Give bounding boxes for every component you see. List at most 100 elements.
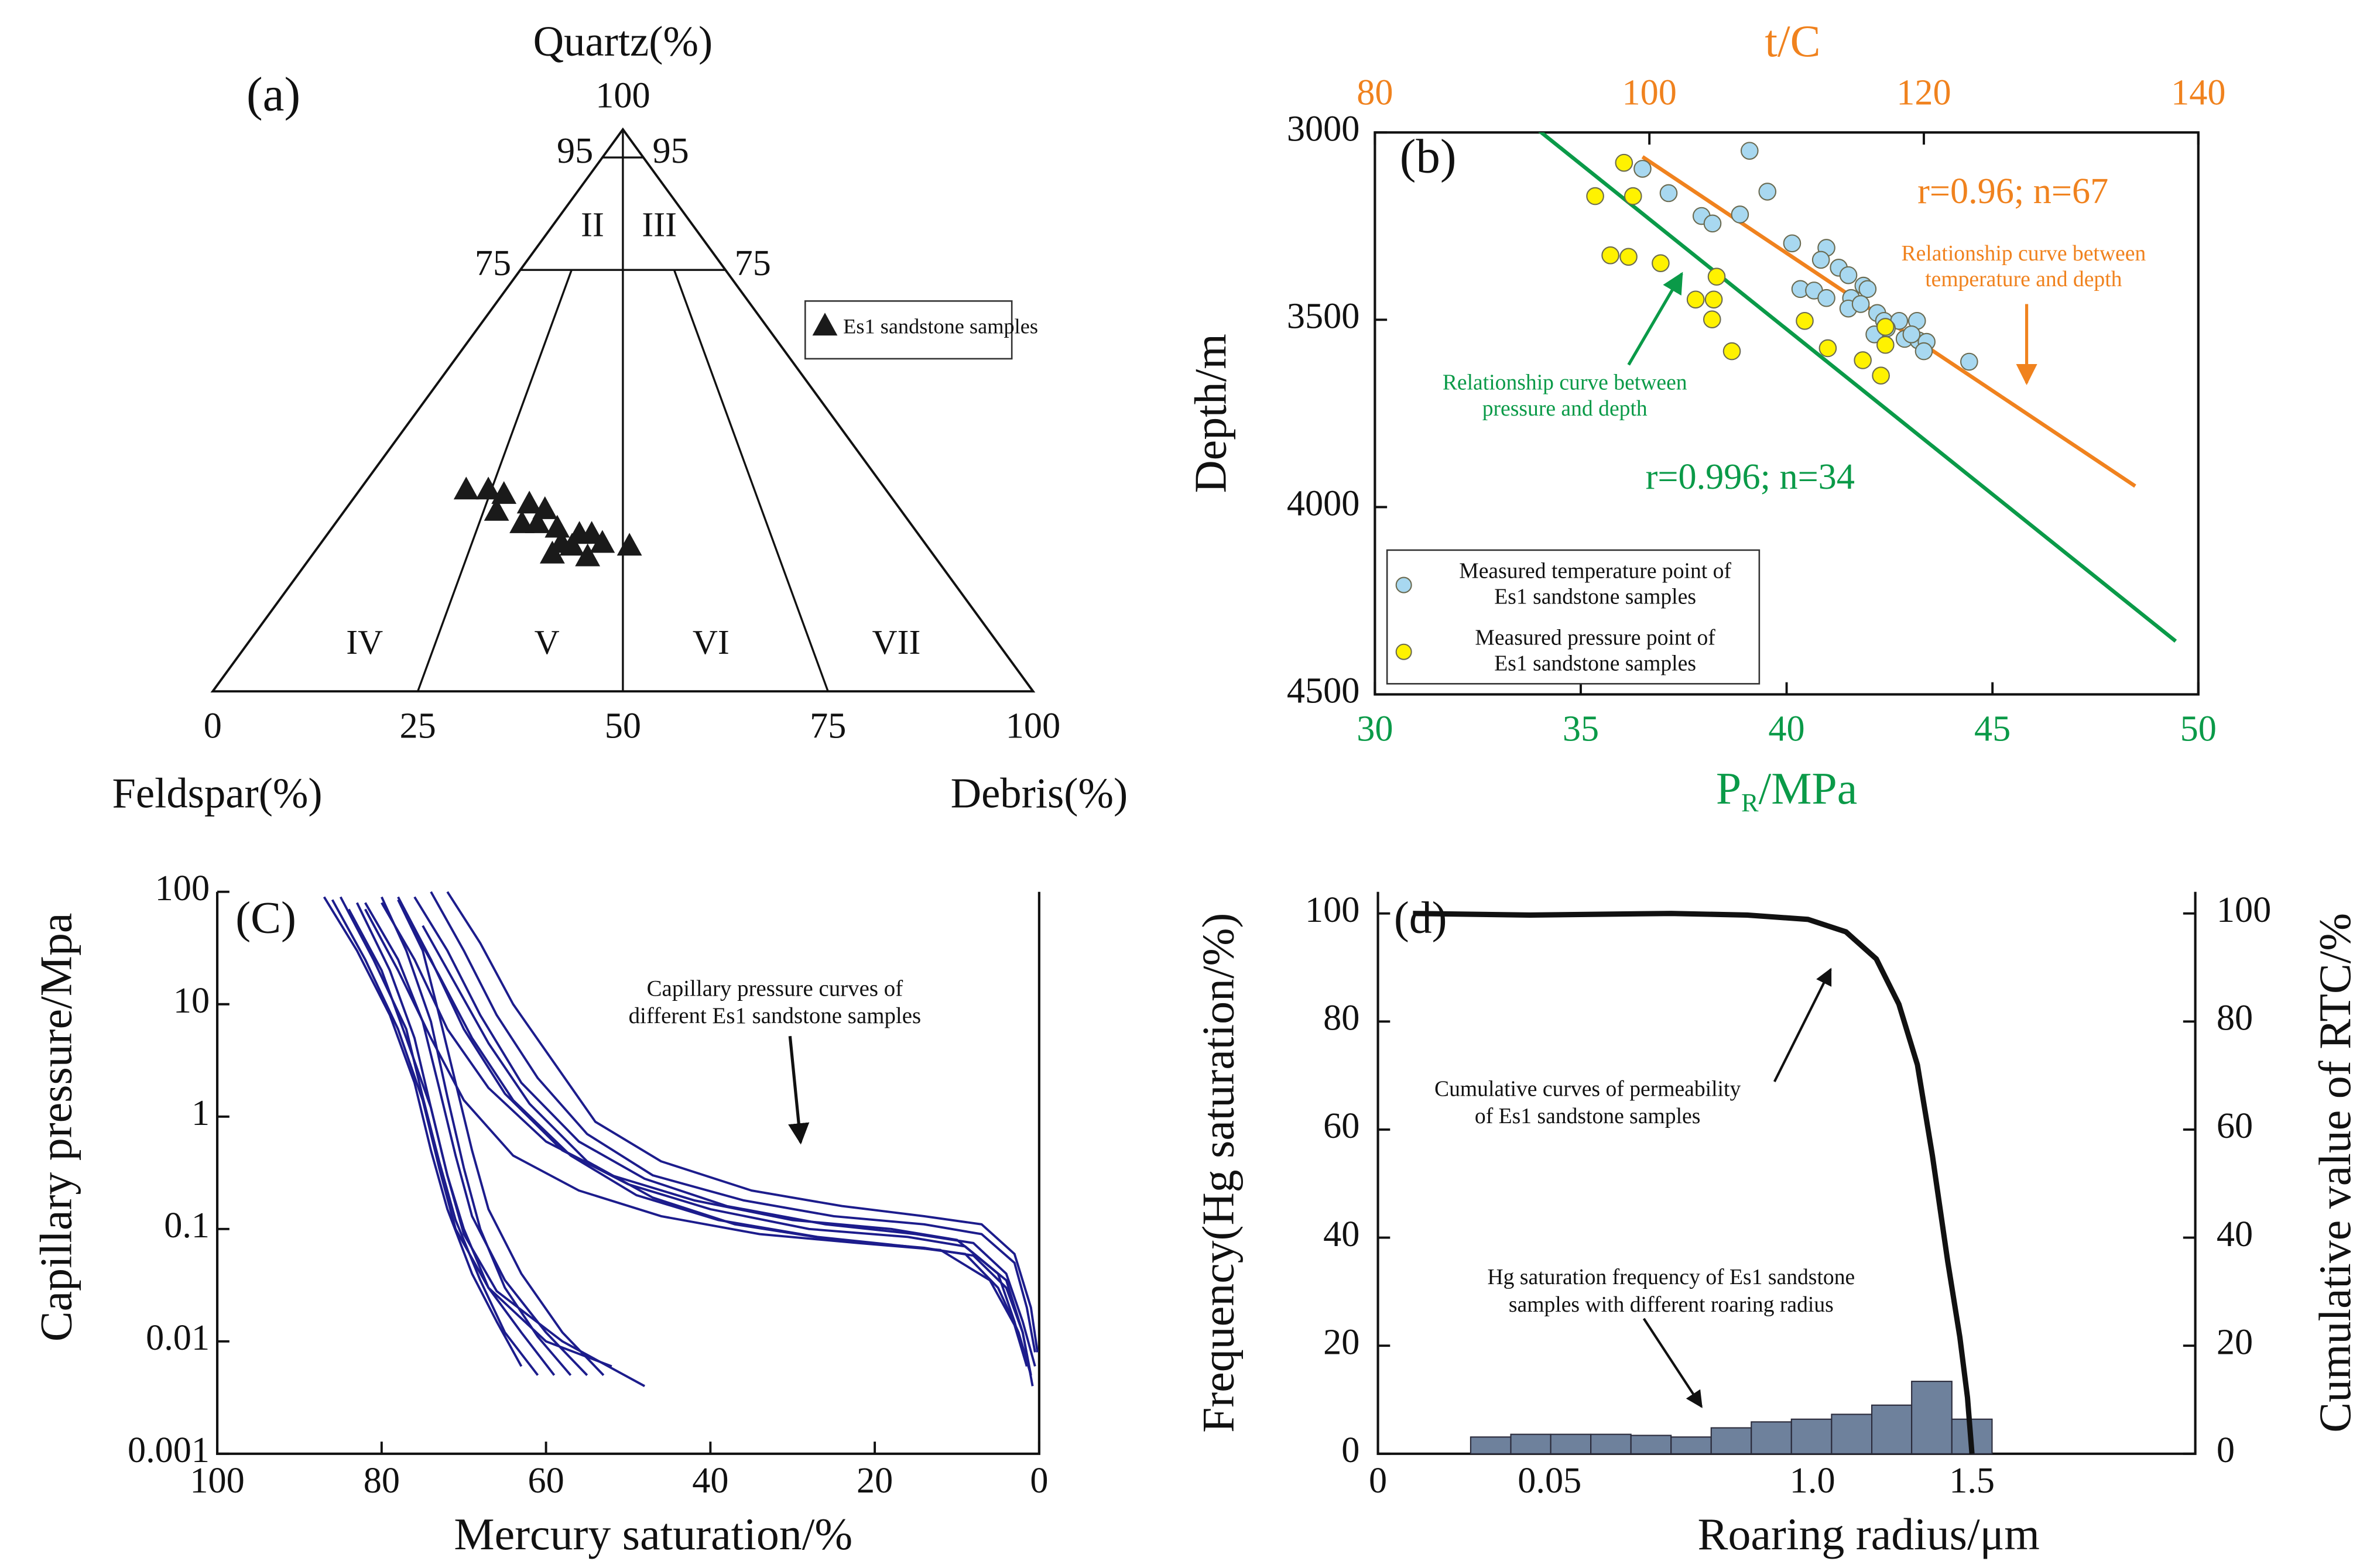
data-point [575, 543, 601, 567]
data-point [1707, 267, 1726, 286]
data-point [1858, 280, 1877, 298]
x-tick-label: 100 [1006, 706, 1060, 746]
region-label: IV [346, 623, 383, 661]
legend-marker [812, 313, 838, 336]
y-tick-label: 100 [155, 869, 210, 908]
data-point [1633, 160, 1652, 178]
legend-label: Measured temperature point of [1459, 558, 1731, 583]
data-point [1686, 290, 1705, 309]
bar [1510, 1433, 1552, 1454]
annotation: of Es1 sandstone samples [1475, 1104, 1700, 1128]
data-point [1783, 234, 1802, 253]
curve [364, 902, 588, 1376]
x-tick-label: 0 [204, 706, 222, 746]
data-point [1586, 187, 1604, 205]
panel-label: (a) [246, 67, 300, 121]
bar [1590, 1433, 1632, 1454]
panel-label: (C) [235, 892, 296, 942]
panel-label: (b) [1400, 129, 1457, 183]
x-tick-label: 0 [1030, 1461, 1048, 1501]
data-point [1601, 246, 1619, 265]
legend-label: Es1 sandstone samples [1494, 585, 1696, 609]
arrow [1627, 272, 1683, 366]
annotation: Cumulative curves of permeability [1434, 1076, 1741, 1101]
fit-line [1538, 132, 2177, 643]
y-tick-label: 1 [191, 1093, 210, 1133]
y-tick-label: 0.01 [146, 1318, 210, 1358]
data-point [590, 530, 615, 553]
x2-tick-label: 100 [1622, 73, 1676, 112]
data-point [539, 540, 565, 564]
data-point [1615, 153, 1633, 172]
data-point [1652, 254, 1670, 272]
curve [381, 896, 572, 1376]
data-point [1960, 352, 1978, 371]
x-tick-label: 1.0 [1790, 1461, 1835, 1501]
bar [1831, 1413, 1873, 1454]
curve [430, 891, 1036, 1353]
x-axis-title-part: /MPa [1759, 763, 1858, 814]
legend-box [804, 300, 1013, 360]
x2-tick-label: 140 [2171, 73, 2225, 112]
bar [1550, 1433, 1592, 1454]
x-tick-label: 100 [190, 1461, 244, 1501]
y-axis-title: Frequency(Hg saturation/%) [1193, 913, 1244, 1433]
y-tick-label: 0.001 [128, 1430, 210, 1470]
panel-label: (d) [1394, 892, 1447, 942]
data-point [453, 476, 479, 500]
y-tick-label: 10 [173, 981, 210, 1021]
legend-label: Measured pressure point of [1475, 626, 1715, 650]
y2-axis-title: Cumulative value of RTC/% [2310, 913, 2360, 1433]
data-point [491, 481, 517, 504]
bar [1710, 1427, 1752, 1454]
annotation: Hg saturation frequency of Es1 sandstone [1488, 1265, 1855, 1289]
curve [323, 896, 523, 1367]
x-tick-label: 40 [1768, 709, 1804, 749]
y-tick-label: 0.1 [164, 1206, 210, 1246]
y2-tick-label: 0 [2217, 1430, 2235, 1470]
bar [1630, 1435, 1672, 1454]
data-point [1704, 290, 1723, 309]
x-axis-title: PR/MPa [1716, 763, 1857, 817]
fit-note: temperature and depth [1925, 267, 2122, 291]
curve [339, 896, 539, 1376]
legend-box [1386, 549, 1761, 685]
y-tick-label: 80 [1323, 999, 1359, 1038]
legend-marker [1395, 643, 1412, 660]
region-label: III [642, 205, 677, 243]
data-point [525, 510, 550, 533]
fit-statistics: r=0.996; n=34 [1646, 457, 1855, 497]
data-point [1703, 310, 1721, 329]
x-tick-label: 45 [1974, 709, 2011, 749]
y-tick-label: 4500 [1287, 671, 1360, 711]
y-axis-title: Depth/m [1186, 334, 1236, 493]
data-point [1817, 289, 1835, 307]
axis-frame [215, 891, 1040, 1455]
data-point [1796, 311, 1814, 330]
x-tick-label: 75 [810, 706, 846, 746]
data-point [559, 533, 585, 556]
data-point [475, 476, 501, 500]
data-point [1722, 342, 1741, 361]
y2-tick-label: 100 [2217, 890, 2271, 930]
annotation: Capillary pressure curves of [647, 976, 903, 1001]
curve [331, 899, 612, 1368]
region-label: VII [872, 623, 921, 661]
data-point [1659, 184, 1678, 203]
data-point [1839, 266, 1858, 284]
data-point [1876, 318, 1895, 336]
cumulative-curve [1413, 911, 1975, 1454]
data-point [1624, 187, 1642, 205]
data-point [1851, 295, 1870, 313]
legend-marker [1395, 577, 1412, 593]
z-tick-label: 100 [595, 76, 650, 116]
z-tick-label: 95 [557, 131, 593, 171]
curve [397, 896, 1032, 1375]
x-tick-label: 30 [1357, 709, 1393, 749]
x-tick-label: 0.05 [1518, 1461, 1581, 1501]
arrow [1773, 967, 1832, 1083]
region-label: II [581, 205, 604, 243]
z-tick-label: 75 [475, 243, 511, 283]
data-point [1758, 183, 1777, 201]
